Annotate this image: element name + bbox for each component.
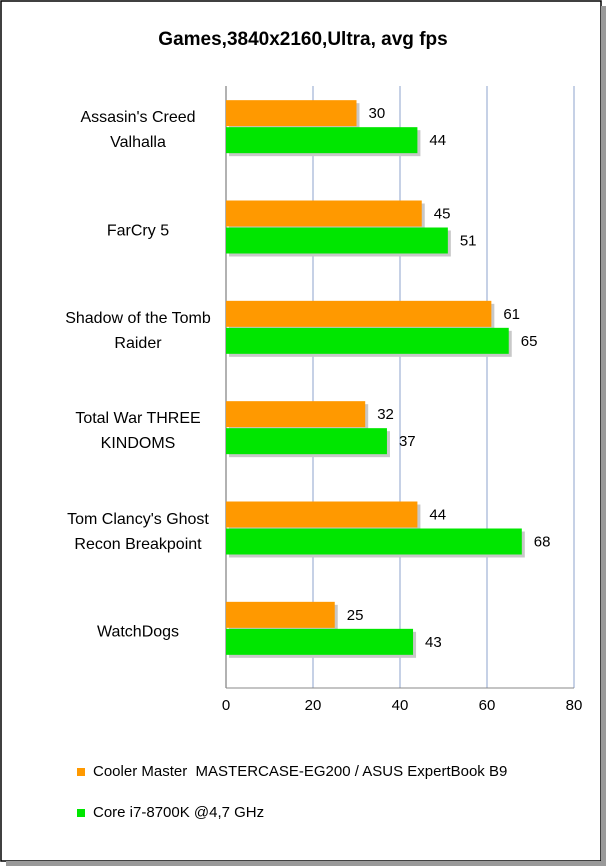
data-label: 32 (377, 406, 394, 423)
bar (226, 327, 509, 354)
data-label: 44 (429, 506, 446, 523)
data-label: 37 (399, 433, 416, 450)
bar (226, 628, 414, 655)
data-label: 51 (460, 232, 477, 249)
data-label: 45 (434, 205, 451, 222)
bar (226, 100, 357, 127)
data-label: 65 (521, 333, 538, 350)
y-tick-label: Tom Clancy's Ghost Recon Breakpoint (67, 510, 209, 553)
y-tick-label: FarCry 5 (106, 222, 170, 239)
bar (226, 428, 387, 455)
x-tick-label: 80 (566, 697, 583, 714)
bar (226, 200, 422, 227)
y-tick-label: Assasin's Creed Valhalla (80, 109, 196, 152)
bar (226, 127, 418, 154)
data-label: 61 (503, 306, 520, 323)
x-tick-label: 60 (479, 697, 496, 714)
bar (226, 601, 335, 628)
x-tick-label: 40 (392, 697, 409, 714)
legend-swatch (77, 768, 85, 776)
data-label: 25 (347, 607, 364, 624)
y-tick-label: WatchDogs (96, 623, 180, 641)
data-label: 30 (369, 105, 386, 122)
y-tick-label: Total War THREE KINDOMS (75, 410, 201, 453)
bar (226, 227, 448, 254)
legend-label: Core i7-8700K @4,7 GHz (93, 804, 264, 821)
x-tick-label: 20 (305, 697, 322, 714)
bar (226, 401, 366, 428)
x-tick-label: 0 (222, 697, 230, 714)
data-label: 68 (534, 533, 551, 550)
chart-title: Games,3840x2160,Ultra, avg fps (158, 29, 447, 50)
data-label: 43 (425, 634, 442, 651)
frame-shadow (601, 6, 606, 866)
data-label: 44 (429, 132, 446, 149)
bar (226, 300, 492, 327)
legend-label: Cooler Master MASTERCASE-EG200 / ASUS Ex… (93, 763, 507, 780)
y-tick-label: Shadow of the Tomb Raider (65, 309, 211, 352)
bar (226, 501, 418, 528)
bar (226, 528, 522, 555)
frame-shadow (6, 861, 606, 866)
legend-swatch (77, 809, 85, 817)
